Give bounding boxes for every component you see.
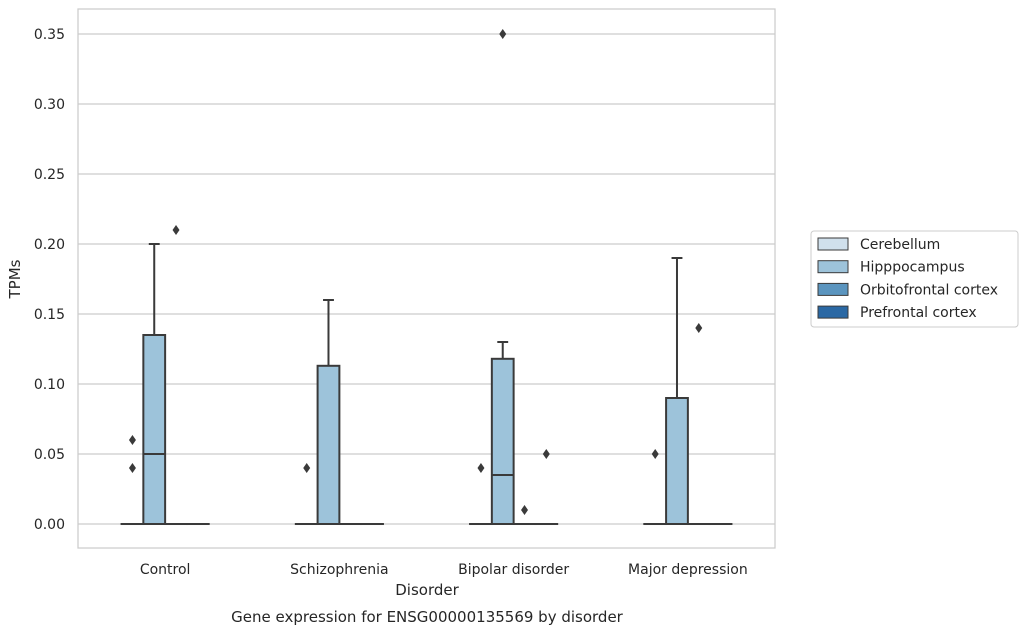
- y-axis-title: TPMs: [6, 259, 24, 299]
- chart-caption: Gene expression for ENSG00000135569 by d…: [231, 608, 624, 626]
- legend-label: Hipppocampus: [860, 260, 965, 276]
- box-body: [490, 357, 515, 525]
- y-tick-labels: 0.00 0.05 0.10 0.15 0.20 0.25 0.30 0.35: [34, 27, 65, 533]
- box-cerebellum: [469, 463, 493, 526]
- box-orbitofrontal-cortex: [512, 505, 537, 526]
- box-hipppocampus: [665, 257, 689, 525]
- y-tick-label: 0.35: [34, 27, 65, 43]
- legend-swatch: [817, 260, 849, 274]
- outlier-point: [542, 449, 550, 459]
- outlier-point: [521, 505, 529, 515]
- box-body: [316, 364, 341, 525]
- legend-swatch: [817, 282, 849, 296]
- legend-swatch: [817, 237, 849, 251]
- y-tick-label: 0.30: [34, 97, 65, 113]
- x-tick-label: Schizophrenia: [290, 562, 388, 578]
- outlier-point: [128, 435, 136, 445]
- y-tick-label: 0.20: [34, 237, 65, 253]
- x-axis-title: Disorder: [395, 581, 459, 599]
- y-tick-label: 0.05: [34, 447, 65, 463]
- outlier-point: [303, 463, 311, 473]
- box-hipppocampus: [490, 29, 515, 525]
- box-cerebellum: [294, 463, 319, 526]
- box-plot-series: [120, 29, 733, 526]
- box-hipppocampus: [142, 243, 167, 525]
- box-orbitofrontal-cortex: [164, 225, 188, 526]
- box-body: [142, 334, 167, 525]
- legend-label: Prefrontal cortex: [860, 305, 977, 321]
- legend-swatch: [817, 305, 849, 319]
- outlier-point: [477, 463, 485, 473]
- box-orbitofrontal-cortex: [686, 323, 711, 526]
- x-tick-label: Bipolar disorder: [458, 562, 569, 578]
- y-tick-label: 0.25: [34, 167, 65, 183]
- x-tick-labels: Control Schizophrenia Bipolar disorder Majo…: [140, 562, 748, 578]
- legend-label: Cerebellum: [860, 237, 940, 253]
- outlier-point: [499, 29, 507, 39]
- grid-lines: [78, 33, 775, 525]
- box-cerebellum: [643, 449, 668, 526]
- outlier-point: [651, 449, 659, 459]
- outlier-point: [128, 463, 136, 473]
- legend-frame: [810, 230, 1019, 328]
- box-body: [665, 397, 689, 525]
- y-tick-label: 0.15: [34, 307, 65, 323]
- y-tick-label: 0.10: [34, 377, 65, 393]
- x-tick-label: Control: [140, 562, 191, 578]
- outlier-point: [695, 323, 703, 333]
- legend: Cerebellum Hipppocampus Orbitofrontal cort…: [810, 230, 1019, 328]
- y-tick-label: 0.00: [34, 517, 65, 533]
- plot-frame: [77, 8, 776, 549]
- box-hipppocampus: [316, 299, 341, 525]
- outlier-point: [172, 225, 180, 235]
- legend-label: Orbitofrontal cortex: [860, 282, 998, 298]
- x-tick-label: Major depression: [628, 562, 748, 578]
- box-prefrontal-cortex: [534, 449, 559, 526]
- box-cerebellum: [120, 435, 145, 526]
